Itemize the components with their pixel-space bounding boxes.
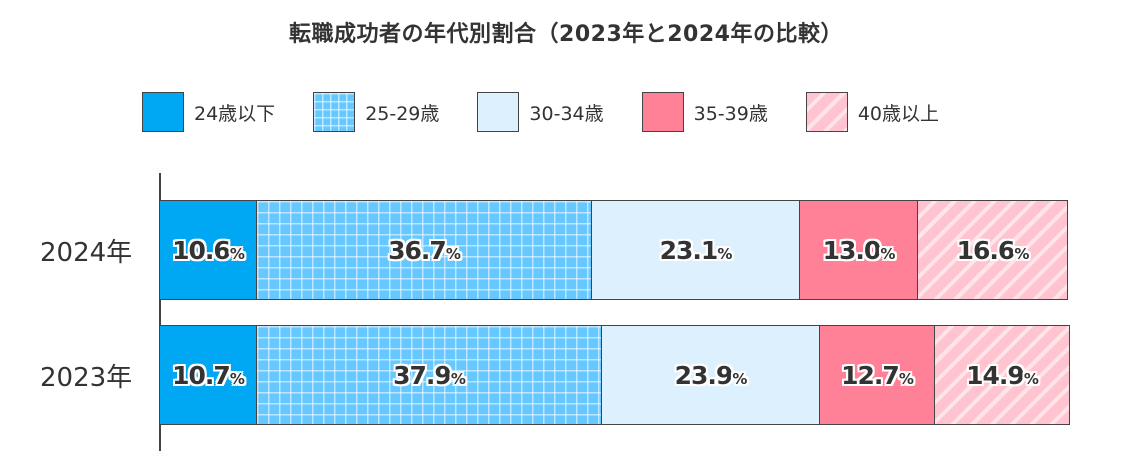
- bar-2024: 10.6% 36.7% 23.1% 13.0% 16.6%: [160, 200, 1068, 300]
- legend-swatch-40-plus: [805, 92, 848, 132]
- legend: 24歳以下 25-29歳 30-34歳 35-39歳 40歳以上: [142, 92, 977, 132]
- legend-swatch-25-29: [313, 92, 356, 132]
- data-label: 10.7%: [172, 360, 245, 390]
- data-label: 36.7%: [388, 235, 461, 265]
- legend-label: 24歳以下: [194, 102, 276, 125]
- legend-item-40-plus: 40歳以上: [805, 92, 940, 132]
- data-label: 16.6%: [956, 235, 1030, 265]
- segment-2024-under-24: 10.6%: [160, 201, 257, 299]
- data-label: 23.1%: [659, 235, 733, 265]
- legend-swatch-under-24: [142, 92, 184, 132]
- segment-2023-under-24: 10.7%: [160, 326, 257, 424]
- data-label: 10.6%: [172, 235, 245, 265]
- data-label: 12.7%: [841, 360, 914, 390]
- legend-item-35-39: 35-39歳: [641, 92, 768, 132]
- legend-item-under-24: 24歳以下: [142, 92, 275, 132]
- row-label-2023: 2023年: [40, 363, 133, 393]
- row-label-2024: 2024年: [40, 238, 133, 268]
- segment-2023-35-39: 12.7%: [820, 326, 935, 424]
- segment-2024-40-plus: 16.6%: [918, 201, 1068, 299]
- y-axis-line: [159, 173, 161, 451]
- segment-2024-35-39: 13.0%: [800, 201, 918, 299]
- bar-2023: 10.7% 37.9% 23.9% 12.7% 14.9%: [160, 325, 1070, 425]
- segment-2024-25-29: 36.7%: [257, 201, 592, 299]
- legend-item-30-34: 30-34歳: [477, 92, 604, 132]
- legend-swatch-30-34: [477, 92, 520, 132]
- legend-label: 35-39歳: [693, 102, 768, 125]
- segment-2024-30-34: 23.1%: [592, 201, 800, 299]
- legend-swatch-35-39: [641, 92, 684, 132]
- legend-label: 25-29歳: [365, 102, 440, 125]
- chart-title: 転職成功者の年代別割合（2023年と2024年の比較）: [289, 22, 843, 47]
- data-label: 23.9%: [674, 360, 748, 390]
- segment-2023-25-29: 37.9%: [257, 326, 602, 424]
- data-label: 14.9%: [966, 360, 1039, 390]
- data-label: 37.9%: [393, 360, 466, 390]
- segment-2023-40-plus: 14.9%: [935, 326, 1070, 424]
- legend-item-25-29: 25-29歳: [313, 92, 439, 132]
- legend-label: 30-34歳: [529, 102, 604, 125]
- legend-label: 40歳以上: [857, 102, 940, 125]
- segment-2023-30-34: 23.9%: [602, 326, 820, 424]
- data-label: 13.0%: [822, 235, 896, 265]
